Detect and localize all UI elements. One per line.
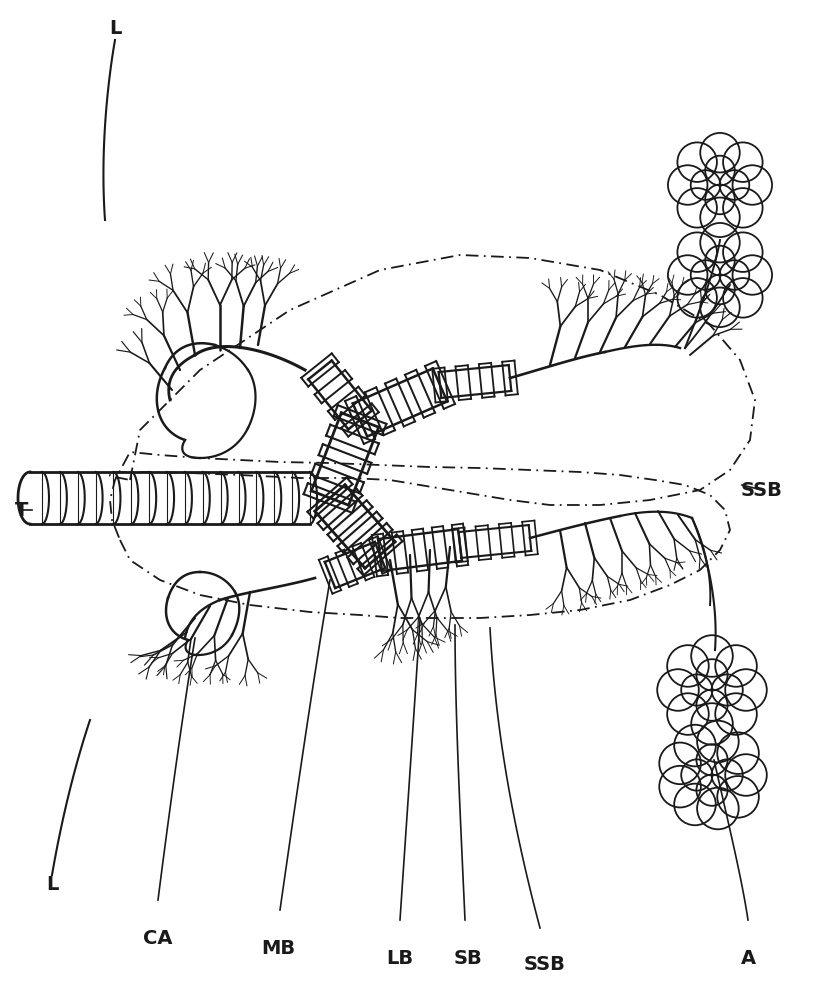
Text: CA: CA [143,928,173,948]
Text: LB: LB [387,948,414,968]
Text: L: L [45,876,58,894]
Text: T: T [16,500,29,520]
Text: MB: MB [261,938,295,958]
Text: A: A [740,948,756,968]
Text: L: L [109,18,121,37]
Text: SSB: SSB [741,481,783,499]
Text: SSB: SSB [524,956,566,974]
Text: SB: SB [453,948,482,968]
